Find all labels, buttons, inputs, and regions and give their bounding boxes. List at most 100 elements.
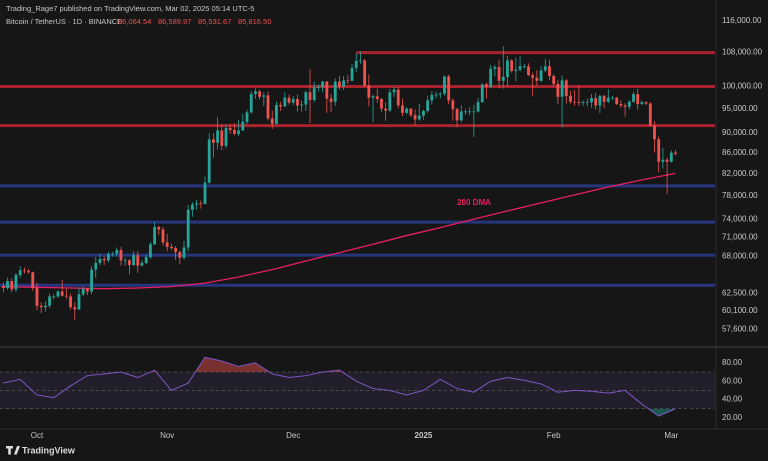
candle-body (199, 203, 203, 205)
candle-body (266, 95, 270, 119)
candle-body (518, 66, 522, 70)
candle-body (422, 110, 425, 116)
y-tick-label: 71,000.00 (722, 233, 758, 242)
candle-body (480, 84, 484, 103)
candle-body (619, 104, 623, 106)
candle-body (258, 91, 262, 97)
x-tick-label: Oct (31, 431, 44, 440)
candle-body (31, 272, 35, 289)
candle-body (245, 112, 249, 122)
candle-body (669, 152, 673, 162)
candle-body (455, 109, 459, 121)
candle-body (81, 288, 85, 295)
y-tick-label: 108,000.00 (722, 48, 763, 57)
candle-body (606, 97, 610, 102)
candle-body (417, 115, 421, 120)
candle-body (602, 95, 606, 102)
ohlc-value: 85,531.67 (198, 17, 231, 26)
candle-body (384, 108, 388, 111)
candle-body (443, 76, 446, 94)
candle-body (548, 66, 551, 77)
candle-body (186, 209, 190, 248)
candle-body (321, 81, 325, 87)
candle-body (140, 262, 144, 266)
candle-body (169, 246, 173, 249)
candle-body (632, 94, 635, 102)
y-tick-label: 116,000.00 (722, 16, 762, 25)
y-tick-label: 82,000.00 (722, 169, 758, 178)
brand-logo (6, 446, 20, 455)
candle-body (514, 69, 518, 71)
candle-body (527, 66, 530, 76)
candle-body (371, 96, 375, 98)
candle-body (165, 242, 169, 247)
candle-body (657, 139, 661, 162)
candle-body (195, 203, 199, 205)
candle-body (102, 259, 106, 261)
candle-body (577, 102, 581, 104)
candle-body (296, 99, 299, 106)
candle-body (228, 128, 232, 131)
candle-body (653, 125, 656, 140)
candle-body (333, 81, 337, 102)
candle-body (359, 60, 362, 62)
y-tick-label: 78,000.00 (722, 191, 758, 200)
candle-body (636, 94, 640, 105)
candle-body (405, 108, 409, 113)
candle-body (157, 226, 161, 230)
candle-body (77, 294, 81, 310)
candle-body (611, 97, 614, 99)
candle-body (510, 60, 514, 71)
candle-body (531, 75, 535, 78)
candle-body (119, 250, 123, 261)
y-tick-label: 20.00 (722, 413, 743, 422)
ma-label: 200 DMA (457, 198, 491, 207)
candle-body (363, 60, 367, 86)
candle-body (627, 101, 631, 107)
y-tick-label: 95,000.00 (722, 104, 758, 113)
candle-body (22, 270, 26, 272)
candle-body (312, 87, 316, 100)
candle-body (573, 101, 577, 103)
candle-body (648, 103, 652, 126)
candle-body (283, 97, 287, 107)
y-tick-label: 60.00 (722, 376, 743, 385)
y-tick-label: 40.00 (722, 395, 743, 404)
candle-body (506, 60, 509, 77)
y-tick-label: 90,000.00 (722, 128, 758, 137)
candle-body (136, 255, 140, 266)
candle-body (153, 226, 156, 245)
candle-body (64, 295, 68, 297)
candle-body (552, 76, 556, 84)
candle-body (665, 159, 669, 162)
candle-body (233, 130, 236, 134)
candle-body (1, 285, 5, 289)
candle-body (590, 98, 593, 103)
candle-body (85, 288, 89, 292)
candle-body (60, 291, 64, 296)
candle-body (127, 260, 131, 265)
candle-body (615, 97, 619, 105)
candle-body (501, 76, 505, 81)
candle-body (438, 93, 442, 95)
rsi-oversold-fill (648, 408, 676, 417)
candle-body (409, 108, 413, 116)
publisher: Trading_Rage7 published on TradingView.c… (6, 4, 254, 13)
candle-body (73, 307, 77, 310)
ohlc-value: 85,816.50 (238, 17, 271, 26)
candle-body (52, 296, 56, 298)
candle-body (39, 305, 43, 308)
y-tick-label: 68,000.00 (722, 252, 758, 261)
candle-body (367, 85, 371, 98)
candle-body (430, 94, 434, 101)
candle-body (144, 257, 148, 263)
candle-body (220, 130, 224, 146)
candle-body (304, 92, 308, 105)
candle-body (212, 139, 215, 143)
candle-body (237, 130, 241, 134)
candle-body (413, 115, 417, 120)
candle-body (241, 121, 245, 131)
